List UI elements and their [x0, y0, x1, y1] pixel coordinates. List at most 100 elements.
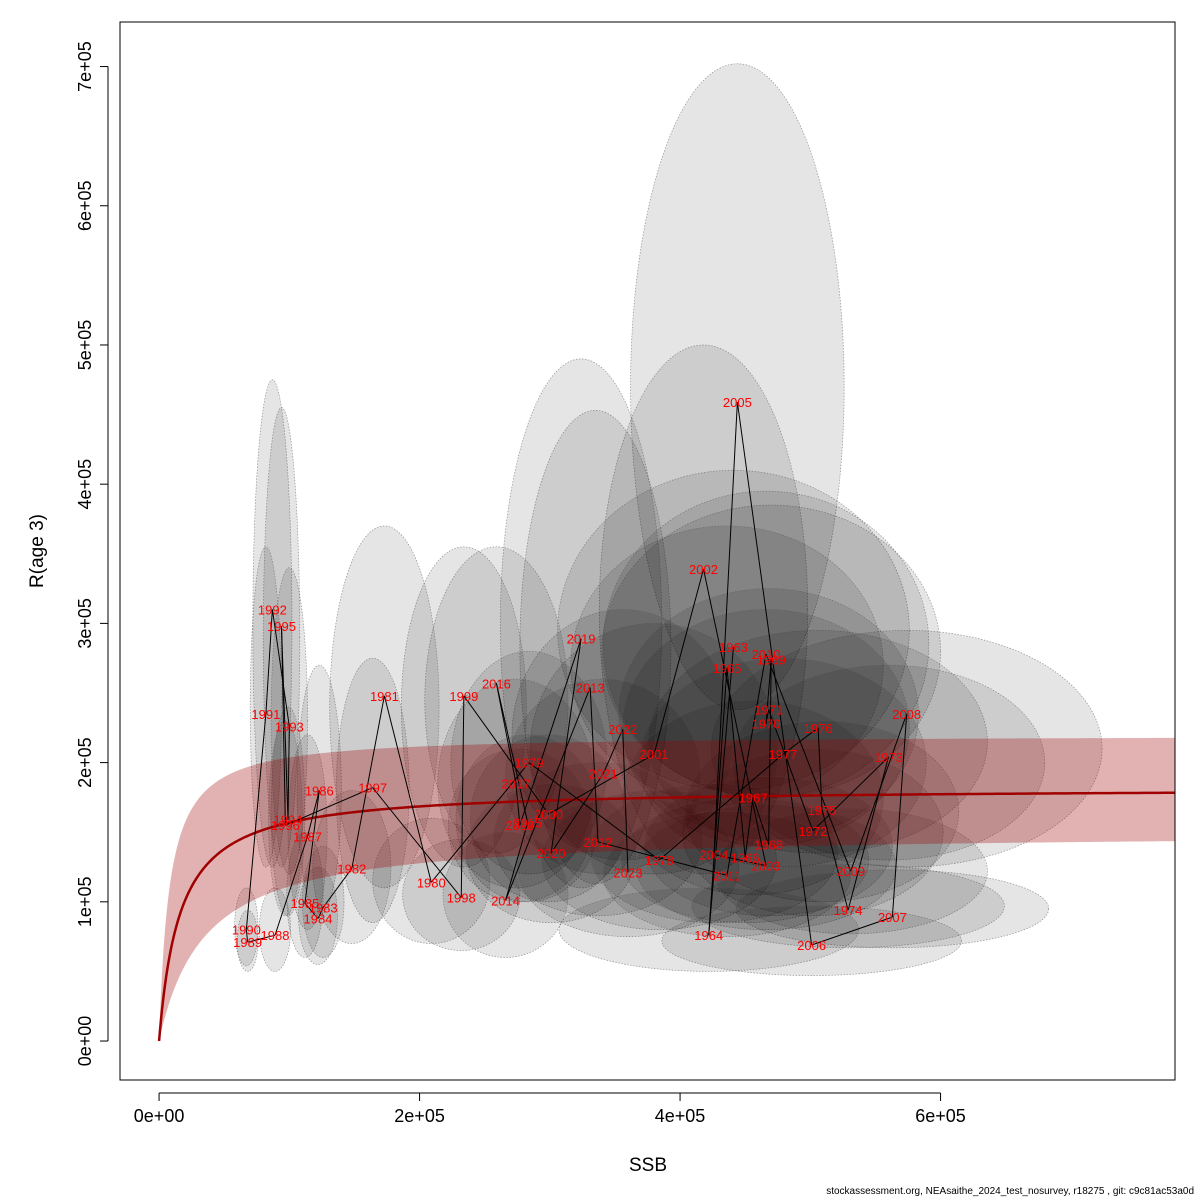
segment-2002-2003: [703, 568, 767, 866]
segment-1965-1966: [726, 667, 746, 858]
year-label-2020: 2020: [537, 846, 566, 861]
segment-2021-2022: [602, 728, 624, 774]
segment-1966-1967: [744, 797, 754, 858]
segment-1976-1977: [782, 727, 819, 755]
year-label-1995: 1995: [267, 619, 296, 634]
year-label-1967: 1967: [739, 790, 768, 805]
year-label-2013: 2013: [576, 680, 605, 695]
segment-2004-2005: [713, 402, 738, 855]
segment-2007-2008: [891, 713, 908, 918]
segment-1992-1993: [271, 609, 290, 727]
y-tick-label: 6e+05: [75, 180, 95, 231]
ellipse-1987: [287, 734, 328, 931]
year-label-2015: 2015: [513, 815, 542, 830]
sr-curve: [157, 791, 1175, 1042]
x-tick-label: 6e+05: [915, 1106, 966, 1126]
ellipse-2014: [442, 831, 569, 958]
ellipse-2016: [424, 546, 569, 854]
y-tick-label: 0e+00: [75, 1016, 95, 1067]
segment-1996-1997: [285, 787, 373, 826]
sr-curve-line: [157, 791, 1175, 1042]
year-label-2008: 2008: [892, 707, 921, 722]
year-label-1976: 1976: [804, 721, 833, 736]
ellipse-2013: [519, 410, 672, 885]
ellipse-2000: [470, 734, 628, 903]
segment-1985-1986: [304, 790, 320, 904]
year-label-2018: 2018: [505, 818, 534, 833]
y-tick-label: 5e+05: [75, 320, 95, 371]
year-label-2004: 2004: [699, 847, 728, 862]
year-label-2005: 2005: [723, 395, 752, 410]
year-label-2002: 2002: [689, 562, 718, 577]
year-label-1969: 1969: [757, 653, 786, 668]
year-label-1975: 1975: [808, 803, 837, 818]
year-label-1963: 1963: [719, 640, 748, 655]
segment-1987-1988: [274, 836, 309, 936]
segment-1982-1983: [322, 868, 353, 908]
year-label-1970: 1970: [752, 717, 781, 732]
ellipse-1993: [270, 567, 308, 875]
segment-2022-2023: [622, 729, 629, 873]
segment-1974-1975: [821, 809, 849, 911]
ellipse-2007: [735, 869, 1050, 949]
segment-1998-1999: [460, 695, 465, 898]
year-label-2022: 2022: [608, 722, 637, 737]
year-label-1990: 1990: [232, 923, 261, 938]
segment-1972-1973: [812, 756, 889, 832]
segment-1969-1970: [765, 659, 772, 724]
year-label-1981: 1981: [370, 689, 399, 704]
ellipse-1963: [557, 469, 910, 791]
x-tick-label: 2e+05: [394, 1106, 445, 1126]
year-label-2016: 2016: [482, 676, 511, 691]
segment-2010-2011: [726, 653, 767, 876]
ellipse-2015: [455, 734, 600, 903]
year-label-2011: 2011: [713, 868, 741, 883]
year-label-1991: 1991: [251, 707, 280, 722]
segment-2012-2013: [589, 687, 599, 842]
x-tick-label: 0e+00: [134, 1106, 185, 1126]
segment-1983-1984: [317, 907, 324, 919]
year-label-1985: 1985: [290, 896, 319, 911]
ellipse-1984: [298, 866, 338, 965]
segment-1988-1989: [247, 934, 276, 943]
plot-frame: [119, 21, 1176, 1081]
sr-confidence-band: [159, 737, 1175, 1042]
year-label-1974: 1974: [834, 903, 863, 918]
year-label-2001: 2001: [640, 747, 669, 762]
year-label-1999: 1999: [449, 689, 478, 704]
segment-1967-1968: [752, 797, 770, 845]
year-path: [245, 401, 908, 946]
x-axis-title: SSB: [629, 1155, 667, 1176]
segment-1984-1985: [304, 902, 319, 919]
year-label-2010: 2010: [752, 647, 781, 662]
y-tick-label: 7e+05: [75, 41, 95, 92]
year-label-1994: 1994: [274, 813, 303, 828]
year-label-1968: 1968: [754, 838, 783, 853]
segment-1968-1969: [768, 659, 772, 845]
year-label-1964: 1964: [694, 928, 723, 943]
x-tick-label: 4e+05: [655, 1106, 706, 1126]
segment-2005-2006: [736, 401, 813, 946]
year-label-1984: 1984: [304, 912, 333, 927]
year-label-1982: 1982: [337, 861, 366, 876]
y-tick-label: 1e+05: [75, 877, 95, 928]
ellipse-1970: [622, 609, 910, 847]
segment-2013-2014: [505, 687, 591, 901]
ellipse-1983: [301, 845, 345, 958]
year-label-1986: 1986: [305, 783, 334, 798]
segment-1978-1979: [528, 762, 660, 861]
year-label-1971: 1971: [754, 703, 783, 718]
segment-2008-2009: [850, 713, 908, 872]
x-axis: 0e+00 2e+05 4e+05 6e+05: [134, 1092, 966, 1126]
y-tick-label: 4e+05: [75, 459, 95, 510]
year-label-2017: 2017: [501, 776, 530, 791]
segment-2014-2015: [505, 822, 529, 901]
year-label-2006: 2006: [797, 938, 826, 953]
year-label-1979: 1979: [515, 756, 544, 771]
year-label-2000: 2000: [534, 807, 563, 822]
year-label-1977: 1977: [768, 747, 797, 762]
segment-2016-2017: [495, 683, 517, 784]
year-label-1965: 1965: [712, 661, 741, 676]
y-tick-label: 3e+05: [75, 598, 95, 649]
